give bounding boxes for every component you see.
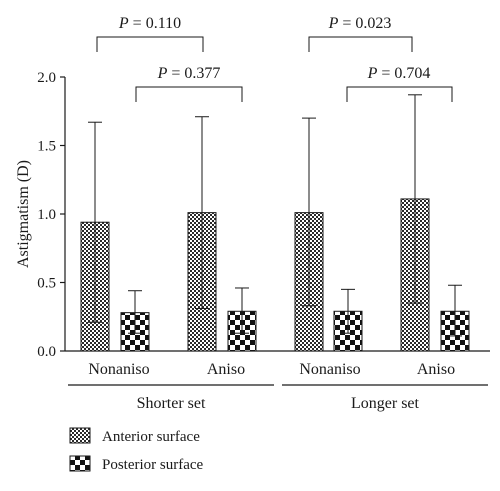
y-tick-label-1: 0.5 bbox=[37, 276, 56, 292]
legend-swatch-posterior bbox=[69, 455, 91, 472]
p-value-label-1: P = 0.377 bbox=[157, 65, 221, 82]
y-ticks: 0.0 0.5 1.0 1.5 2.0 bbox=[37, 70, 65, 360]
set-label-shorter: Shorter set bbox=[137, 395, 206, 412]
legend: Anterior surface Posterior surface bbox=[69, 427, 204, 473]
bracket-0 bbox=[96, 36, 204, 52]
y-axis-title: Astigmatism (D) bbox=[15, 160, 32, 268]
group-label-shorter-aniso: Aniso bbox=[207, 361, 245, 378]
p-value-label-3: P = 0.704 bbox=[367, 65, 431, 82]
group-label-longer-nonaniso: Nonaniso bbox=[299, 361, 360, 378]
bracket-1 bbox=[135, 86, 243, 102]
y-tick-label-3: 1.5 bbox=[37, 139, 56, 155]
set-labels: Shorter set Longer set bbox=[68, 384, 488, 412]
y-tick-label-0: 0.0 bbox=[37, 344, 56, 360]
legend-item-anterior: Anterior surface bbox=[69, 427, 200, 445]
group-label-shorter-nonaniso: Nonaniso bbox=[88, 361, 149, 378]
bracket-3 bbox=[346, 86, 453, 102]
bars bbox=[80, 198, 470, 352]
y-tick-label-2: 1.0 bbox=[37, 207, 56, 223]
bracket-2 bbox=[308, 36, 413, 52]
legend-label-anterior: Anterior surface bbox=[102, 429, 200, 445]
legend-item-posterior: Posterior surface bbox=[69, 455, 204, 473]
p-value-label-0: P = 0.110 bbox=[118, 15, 181, 32]
legend-label-posterior: Posterior surface bbox=[102, 457, 204, 473]
error-bars bbox=[88, 94, 462, 337]
p-value-label-2: P = 0.023 bbox=[328, 15, 392, 32]
group-label-longer-aniso: Aniso bbox=[417, 361, 455, 378]
y-tick-label-4: 2.0 bbox=[37, 70, 56, 86]
group-labels: Nonaniso Aniso Nonaniso Aniso bbox=[88, 361, 455, 378]
significance-brackets: P = 0.110 P = 0.377 P = 0.023 P = 0.704 bbox=[96, 15, 453, 102]
legend-swatch-anterior bbox=[69, 427, 91, 444]
set-label-longer: Longer set bbox=[351, 395, 420, 412]
